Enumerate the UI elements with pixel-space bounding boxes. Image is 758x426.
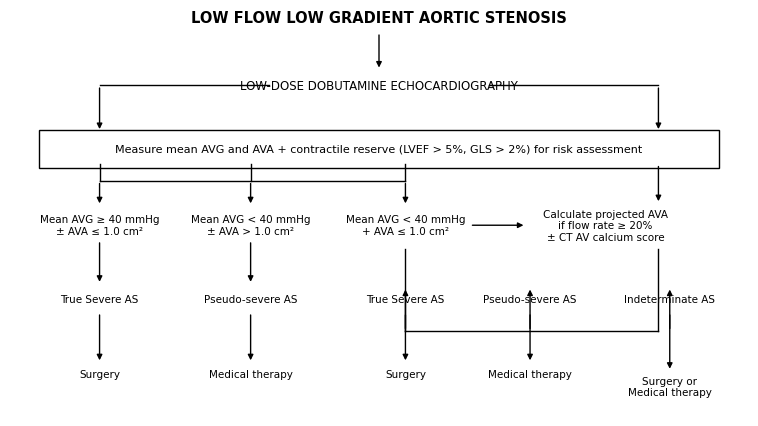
Text: True Severe AS: True Severe AS [366, 295, 445, 305]
Text: Measure mean AVG and AVA + contractile reserve (LVEF > 5%, GLS > 2%) for risk as: Measure mean AVG and AVA + contractile r… [115, 144, 643, 155]
Text: True Severe AS: True Severe AS [61, 295, 139, 305]
Text: LOW FLOW LOW GRADIENT AORTIC STENOSIS: LOW FLOW LOW GRADIENT AORTIC STENOSIS [191, 11, 567, 26]
Text: Indeterminate AS: Indeterminate AS [625, 295, 716, 305]
Text: Mean AVG < 40 mmHg
+ AVA ≤ 1.0 cm²: Mean AVG < 40 mmHg + AVA ≤ 1.0 cm² [346, 215, 465, 236]
Text: Mean AVG < 40 mmHg
± AVA > 1.0 cm²: Mean AVG < 40 mmHg ± AVA > 1.0 cm² [191, 215, 310, 236]
Text: Pseudo-severe AS: Pseudo-severe AS [204, 295, 297, 305]
Text: Surgery: Surgery [79, 369, 120, 379]
Text: Calculate projected AVA
if flow rate ≥ 20%
± CT AV calcium score: Calculate projected AVA if flow rate ≥ 2… [543, 209, 668, 242]
FancyBboxPatch shape [39, 130, 719, 169]
Text: Medical therapy: Medical therapy [208, 369, 293, 379]
Text: Mean AVG ≥ 40 mmHg
± AVA ≤ 1.0 cm²: Mean AVG ≥ 40 mmHg ± AVA ≤ 1.0 cm² [40, 215, 159, 236]
Text: Surgery or
Medical therapy: Surgery or Medical therapy [628, 376, 712, 397]
Text: LOW-DOSE DOBUTAMINE ECHOCARDIOGRAPHY: LOW-DOSE DOBUTAMINE ECHOCARDIOGRAPHY [240, 80, 518, 92]
Text: Pseudo-severe AS: Pseudo-severe AS [484, 295, 577, 305]
Text: Surgery: Surgery [385, 369, 426, 379]
Text: Medical therapy: Medical therapy [488, 369, 572, 379]
